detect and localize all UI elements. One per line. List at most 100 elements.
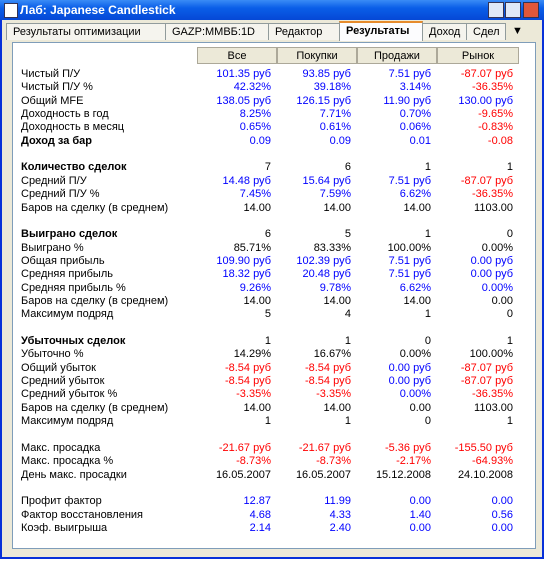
value-cell: 4.68 xyxy=(249,508,271,521)
close-button[interactable] xyxy=(523,2,539,18)
column-header[interactable]: Все xyxy=(197,47,277,64)
value-cell: 18.32 руб xyxy=(222,268,271,281)
row-label: Коэф. выигрыша xyxy=(21,521,108,534)
value-cell: 0.09 xyxy=(329,134,351,147)
value-cell: 0.00 xyxy=(409,401,431,414)
value-cell: 102.39 руб xyxy=(296,254,351,267)
minimize-button[interactable] xyxy=(488,2,504,18)
value-cell: 14.00 xyxy=(323,401,351,414)
results-table: Все Покупки Продажи Рынок Чистый П/У 101.35 р… xyxy=(12,42,536,549)
value-cell: 7.59% xyxy=(319,188,351,201)
value-cell: 0.61% xyxy=(319,121,351,134)
value-cell: 7.45% xyxy=(239,188,271,201)
column-header[interactable]: Покупки xyxy=(277,47,357,64)
value-cell: 0.00 xyxy=(409,521,431,534)
value-cell: -8.54 руб xyxy=(304,375,351,388)
value-cell: 0.00 руб xyxy=(388,375,431,388)
tab[interactable]: Редактор xyxy=(268,23,340,40)
value-cell: 6 xyxy=(344,161,351,174)
value-cell: 1 xyxy=(424,161,431,174)
value-cell: -5.36 руб xyxy=(384,441,431,454)
tab-strip: Результаты оптимизации GAZP:ММВБ:1D Редакт… xyxy=(4,21,540,41)
value-cell: 16.05.2007 xyxy=(215,468,271,481)
row-label: Доход за бар xyxy=(21,134,93,147)
value-cell: -21.67 руб xyxy=(218,441,271,454)
value-cell: 14.00 xyxy=(403,201,431,214)
value-cell: 11.99 xyxy=(324,495,351,508)
value-cell: 7.51 руб xyxy=(388,254,431,267)
value-cell: 0.01 xyxy=(409,134,431,147)
value-cell: 1 xyxy=(506,161,513,174)
title-bar: Лаб: Japanese Candlestick xyxy=(0,0,544,20)
value-cell: 5 xyxy=(264,308,271,321)
value-cell: 1.40 xyxy=(409,508,431,521)
value-cell: -8.54 руб xyxy=(224,361,271,374)
value-cell: 1 xyxy=(506,415,513,428)
value-cell: -9.65% xyxy=(478,108,513,121)
tab[interactable]: Сдел xyxy=(466,23,506,40)
value-cell: 14.00 xyxy=(243,401,271,414)
value-cell: 7.71% xyxy=(319,108,351,121)
row-label: Средний П/У % xyxy=(21,188,100,201)
value-cell: -8.73% xyxy=(236,455,271,468)
value-cell: 4.33 xyxy=(329,508,351,521)
value-cell: 14.29% xyxy=(233,348,271,361)
value-cell: 2.14 xyxy=(249,521,271,534)
value-cell: 100.00% xyxy=(387,241,431,254)
value-cell: 7.51 руб xyxy=(388,174,431,187)
value-cell: 0.09 xyxy=(249,134,271,147)
tab[interactable]: GAZP:ММВБ:1D xyxy=(165,23,269,40)
value-cell: 5 xyxy=(344,228,351,241)
value-cell: 4 xyxy=(344,308,351,321)
value-cell: -0.83% xyxy=(478,121,513,134)
value-cell: 16.05.2007 xyxy=(295,468,351,481)
value-cell: -87.07 руб xyxy=(460,68,513,80)
value-cell: -155.50 руб xyxy=(454,441,513,454)
tab[interactable]: Результаты xyxy=(339,21,423,41)
value-cell: 1103.00 xyxy=(474,201,513,214)
value-cell: 0.56 xyxy=(491,508,513,521)
value-cell: 11.90 руб xyxy=(383,94,431,107)
value-cell: 0.00% xyxy=(399,388,431,401)
maximize-button[interactable] xyxy=(505,2,521,18)
value-cell: 1 xyxy=(506,335,513,347)
row-label: Количество сделок xyxy=(21,161,127,174)
row-label: Выиграно % xyxy=(21,241,84,254)
tab[interactable]: Доход xyxy=(422,23,467,40)
value-cell: 6 xyxy=(264,228,271,241)
value-cell: 6.62% xyxy=(399,188,431,201)
value-cell: 15.12.2008 xyxy=(375,468,431,481)
tab-scroll-arrow[interactable]: ▼ xyxy=(512,25,522,37)
value-cell: 0 xyxy=(506,308,513,321)
row-label: Макс. просадка xyxy=(21,441,101,454)
row-label: Чистый П/У % xyxy=(21,81,93,94)
value-cell: 39.18% xyxy=(313,81,351,94)
header-spacer xyxy=(14,47,197,64)
value-cell: 0.00 руб xyxy=(388,361,431,374)
value-cell: 8.25% xyxy=(239,108,271,121)
value-cell: 42.32% xyxy=(233,81,271,94)
value-cell: 93.85 руб xyxy=(302,68,351,80)
value-cell: -87.07 руб xyxy=(460,361,513,374)
value-cell: 100.00% xyxy=(469,348,513,361)
row-label: Средний убыток % xyxy=(21,388,118,401)
column-header[interactable]: Рынок xyxy=(437,47,519,64)
window-title: Лаб: Japanese Candlestick xyxy=(20,3,176,17)
value-cell: 14.00 xyxy=(323,201,351,214)
value-cell: 0.70% xyxy=(399,108,431,121)
value-cell: 109.90 руб xyxy=(216,254,271,267)
value-cell: 9.26% xyxy=(239,281,271,294)
row-label: Общий MFE xyxy=(21,94,84,107)
row-label: Средняя прибыль % xyxy=(21,281,126,294)
value-cell: -87.07 руб xyxy=(460,375,513,388)
value-cell: 0.00% xyxy=(399,348,431,361)
value-cell: 14.00 xyxy=(323,294,351,307)
value-cell: -2.17% xyxy=(396,455,431,468)
column-header[interactable]: Продажи xyxy=(357,47,437,64)
value-cell: 0.00 xyxy=(409,495,431,508)
value-cell: 0.06% xyxy=(399,121,431,134)
tab[interactable]: Результаты оптимизации xyxy=(6,23,166,40)
row-label: Доходность в месяц xyxy=(21,121,125,134)
value-cell: 9.78% xyxy=(319,281,351,294)
